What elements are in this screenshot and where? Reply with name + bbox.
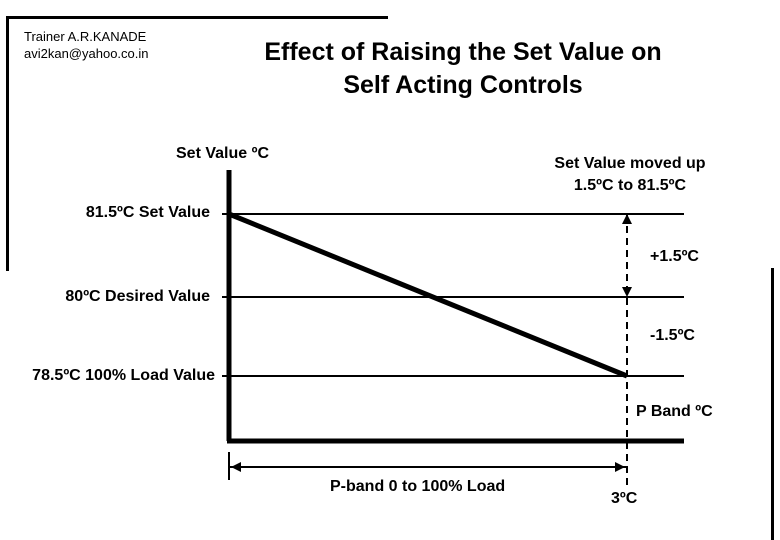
frame-top-border — [6, 16, 388, 19]
pband-arrow-left-head — [231, 462, 241, 472]
trainer-email: avi2kan@yahoo.co.in — [24, 46, 149, 61]
proportional-response-line — [228, 211, 628, 379]
set-value-moved-line-1: Set Value moved up — [554, 155, 706, 172]
set-value-label: 81.5ºC Set Value — [85, 204, 210, 221]
plus-deviation-label: +1.5ºC — [650, 248, 699, 265]
desired-value-label: 80ºC Desired Value — [65, 288, 210, 305]
axis-title: Set Value ºC — [176, 145, 269, 162]
minus-deviation-label: -1.5ºC — [650, 327, 695, 344]
load-value-label: 78.5ºC 100% Load Value — [32, 367, 215, 384]
frame-right-border — [771, 268, 774, 540]
slide-title-line-2: Self Acting Controls — [343, 71, 583, 99]
slide-title-line-1: Effect of Raising the Set Value on — [264, 38, 662, 66]
frame-left-border — [6, 16, 9, 271]
trainer-credit: Trainer A.R.KANADE avi2kan@yahoo.co.in — [24, 28, 149, 62]
set-value-moved-note: Set Value moved up 1.5ºC to 81.5ºC — [520, 153, 740, 197]
pband-unit-label: P Band ºC — [636, 403, 713, 420]
pband-arrow-right-head — [615, 462, 625, 472]
set-value-moved-line-2: 1.5ºC to 81.5ºC — [573, 177, 687, 194]
slide-title: Effect of Raising the Set Value on Self … — [228, 36, 698, 102]
trainer-name: Trainer A.R.KANADE — [24, 29, 147, 44]
pband-value-label: 3ºC — [611, 490, 638, 507]
plus-arrow-down-head — [622, 287, 632, 297]
pband-range-label: P-band 0 to 100% Load — [330, 478, 506, 495]
plus-arrow-up-head — [622, 214, 632, 224]
